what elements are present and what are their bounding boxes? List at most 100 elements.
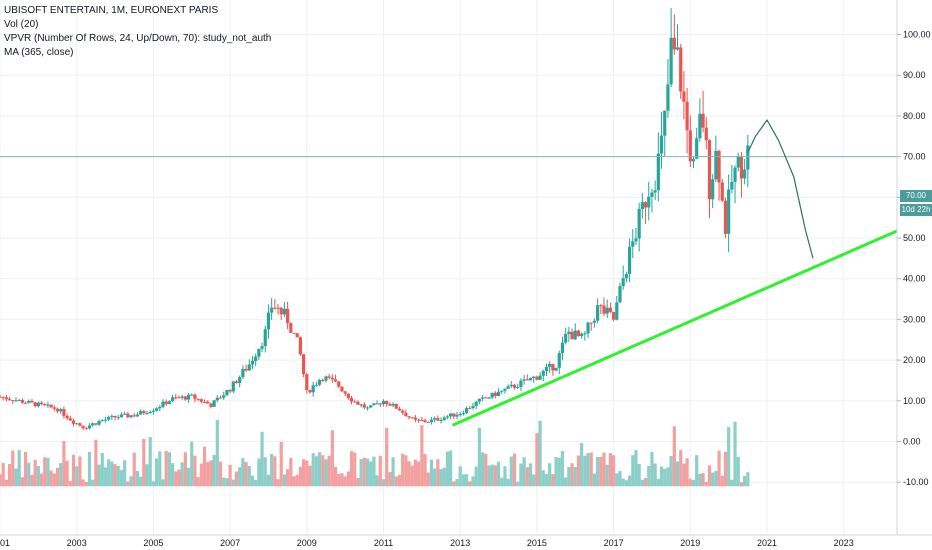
volume-bar [612,455,616,487]
candle-body [743,169,747,179]
volume-bar [324,459,328,487]
candle-body [270,307,274,313]
volume-bar [573,467,577,487]
volume-bar [282,474,287,487]
volume-bar [174,471,178,487]
x-tick-label: 2001 [0,538,10,548]
volume-bar [337,474,341,487]
volume-bar [608,453,613,487]
candle-body [445,416,450,418]
volume-bar [672,426,676,487]
candle-body [241,369,245,378]
candle-body [0,396,2,398]
volume-bar [190,441,194,487]
candle-body [548,363,552,367]
candle-body [672,37,676,50]
candle-body [234,381,239,384]
candle-body [675,47,680,50]
volume-bar [381,479,386,487]
volume-bar [436,459,440,487]
volume-bar [68,480,72,487]
candle-body [452,413,456,417]
candle-body [330,377,334,380]
volume-bar [503,466,507,487]
vpvr-indicator-label[interactable]: VPVR (Number Of Rows, 24, Up/Down, 70): … [4,33,272,44]
volume-bar [55,467,60,487]
candle-body [126,413,130,418]
candle-body [704,127,708,141]
volume-bar [605,464,609,487]
candle-body [362,404,366,408]
candle-body [458,414,462,416]
volume-bar [289,457,293,487]
volume-bar [704,481,708,487]
candle-body [49,404,53,408]
candle-body [145,413,149,415]
volume-bar [682,463,686,487]
candle-body [688,130,692,162]
candle-body [7,399,12,401]
volume-bar [113,464,117,487]
volume-bar [426,472,430,487]
y-tick-label: 90.00 [903,70,926,80]
candle-body [723,200,728,234]
volume-bar [541,470,545,487]
candle-body [656,153,660,191]
volume-indicator-label[interactable]: Vol (20) [4,19,39,30]
candle-body [4,397,8,400]
volume-bar [123,460,127,487]
volume-bar [46,457,50,487]
volume-bar [653,463,657,487]
volume-bar [688,478,692,487]
candle-body [596,305,600,321]
candle-body [436,418,440,421]
volume-bar [449,450,453,487]
candle-body [52,407,56,409]
volume-bar [305,460,309,487]
volume-bar [701,473,705,487]
candle-body [701,113,705,128]
volume-bar [94,439,98,487]
candle-body [493,392,497,397]
volume-bar [193,455,197,487]
candle-body [647,196,651,208]
volume-bar [4,479,8,487]
volume-bar [209,460,213,487]
candle-body [666,84,670,111]
candle-body [516,386,520,388]
volume-bar [215,419,219,487]
candle-body [413,417,418,420]
volume-bar [464,474,469,487]
candle-body [359,404,363,406]
ma-indicator-label[interactable]: MA (365, close) [4,47,74,58]
volume-bar [637,463,641,487]
volume-bar [362,457,366,487]
volume-bar [698,473,702,487]
candle-body [433,418,437,420]
candle-body [637,208,641,239]
candle-body [500,390,504,392]
volume-bar [270,453,274,487]
candle-body [148,411,152,414]
candle-body [455,414,459,417]
candle-body [381,400,386,405]
volume-bar [525,467,529,487]
volume-bar [627,475,632,487]
volume-bar [276,479,280,487]
candle-body [286,308,290,324]
candle-body [439,420,443,422]
candle-body [17,399,21,401]
volume-bar [17,450,21,487]
volume-bar [624,480,628,487]
candle-body [375,403,379,405]
x-tick-label: 2021 [757,538,777,548]
volume-bar [643,477,648,487]
volume-bar [391,457,395,487]
candle-body [113,415,117,418]
volume-bar [640,479,644,487]
volume-bar [576,455,581,487]
volume-bar [161,479,165,487]
candle-body [583,333,587,335]
volume-bar [206,462,210,487]
